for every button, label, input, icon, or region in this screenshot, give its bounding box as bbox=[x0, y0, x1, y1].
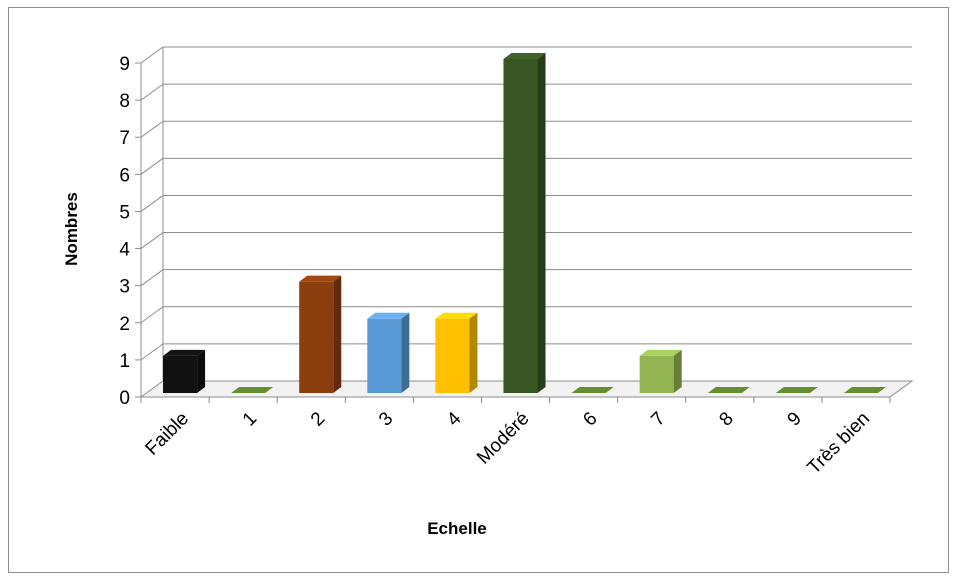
bar-très-bien bbox=[843, 387, 886, 393]
bar-top-face bbox=[435, 312, 478, 319]
bar-modéré bbox=[503, 53, 546, 393]
x-axis-title: Echelle bbox=[427, 519, 487, 538]
x-tick-label: 1 bbox=[239, 408, 261, 430]
y-tick-label: 5 bbox=[119, 202, 130, 223]
bar-side-face bbox=[673, 349, 682, 393]
y-tick-label: 1 bbox=[119, 351, 130, 372]
bar-4 bbox=[435, 312, 478, 393]
gridline-side bbox=[140, 343, 164, 361]
bar-top-face bbox=[571, 387, 614, 393]
x-tick-label: 9 bbox=[784, 408, 806, 430]
bar-top-face bbox=[843, 387, 886, 393]
y-tick-label: 2 bbox=[119, 314, 130, 335]
x-tick-label: 6 bbox=[579, 408, 601, 430]
bar-side-face bbox=[537, 53, 546, 393]
y-tick-label: 9 bbox=[119, 54, 130, 75]
bar-side-face bbox=[469, 312, 478, 393]
bar-top-face bbox=[503, 53, 546, 59]
gridline-side bbox=[140, 83, 164, 101]
bar-8 bbox=[707, 387, 750, 393]
x-tick-label: 7 bbox=[647, 408, 669, 430]
y-tick-label: 3 bbox=[119, 277, 130, 298]
bar-front-face bbox=[299, 281, 334, 393]
gridline-side bbox=[140, 269, 164, 287]
gridline-side bbox=[140, 157, 164, 175]
y-tick-label: 0 bbox=[119, 388, 130, 409]
bar-top-face bbox=[163, 349, 206, 356]
bar-2 bbox=[299, 275, 342, 393]
y-tick-label: 8 bbox=[119, 91, 130, 112]
bar-front-face bbox=[367, 318, 402, 393]
x-tick-label: 8 bbox=[715, 408, 737, 430]
bar-side-face bbox=[197, 349, 206, 393]
bar-top-face bbox=[707, 387, 750, 393]
x-tick-label: 4 bbox=[443, 408, 466, 431]
gridline-side bbox=[140, 232, 164, 249]
bar-front-face bbox=[435, 318, 470, 393]
bar-side-face bbox=[401, 312, 410, 393]
bar-1 bbox=[231, 387, 274, 393]
bar-top-face bbox=[639, 349, 682, 356]
bar-front-face bbox=[503, 59, 538, 393]
bar-9 bbox=[775, 387, 818, 393]
bar-7 bbox=[639, 349, 682, 393]
chart-back-wall bbox=[140, 47, 164, 397]
y-tick-label: 6 bbox=[119, 165, 130, 186]
bar-3 bbox=[367, 312, 410, 393]
x-tick-label: 2 bbox=[307, 408, 329, 430]
y-tick-label: 7 bbox=[119, 128, 130, 149]
x-tick-label: 3 bbox=[375, 408, 397, 430]
bar-side-face bbox=[333, 275, 342, 393]
bar-faible bbox=[163, 349, 206, 393]
bar-6 bbox=[571, 387, 614, 393]
gridline-side bbox=[140, 46, 164, 64]
bar-top-face bbox=[231, 387, 274, 393]
bar-top-face bbox=[367, 312, 410, 319]
bar-front-face bbox=[163, 355, 198, 393]
gridline-side bbox=[140, 195, 164, 212]
bar-top-face bbox=[299, 275, 342, 282]
x-tick-label: Modéré bbox=[473, 408, 533, 468]
chart-frame bbox=[8, 7, 949, 573]
gridline-side bbox=[140, 120, 164, 138]
bars bbox=[163, 53, 886, 393]
bar-front-face bbox=[639, 355, 674, 393]
y-axis-title: Nombres bbox=[62, 192, 81, 266]
gridline-side bbox=[140, 306, 164, 324]
y-tick-label: 4 bbox=[119, 240, 130, 261]
x-tick-label: Très bien bbox=[804, 408, 874, 478]
x-tick-label: Faible bbox=[142, 408, 193, 459]
y-axis-ticks: 0 1 2 3 4 5 6 7 8 9 bbox=[119, 54, 141, 409]
bar-top-face bbox=[775, 387, 818, 393]
